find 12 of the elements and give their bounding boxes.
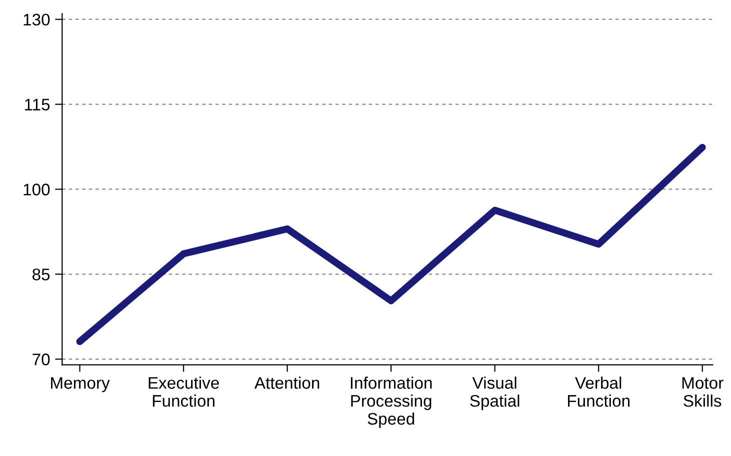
y-tick-label: 85 bbox=[32, 268, 50, 280]
x-tick-label: Verbal Function bbox=[568, 376, 630, 407]
y-tick-label: 70 bbox=[32, 354, 50, 366]
y-tick-label: 115 bbox=[25, 98, 50, 110]
x-tick-label: Memory bbox=[51, 377, 110, 392]
x-tick-label: Visual Spatial bbox=[470, 376, 520, 410]
x-tick-label: Motor Skills bbox=[682, 377, 724, 407]
y-tick-label: 100 bbox=[24, 184, 50, 196]
x-tick-label: Executive Function bbox=[148, 376, 219, 407]
y-tick-label: 130 bbox=[24, 14, 50, 26]
x-tick-label: Information Processing Speed bbox=[350, 376, 432, 428]
x-tick-label: Attention bbox=[254, 376, 320, 389]
